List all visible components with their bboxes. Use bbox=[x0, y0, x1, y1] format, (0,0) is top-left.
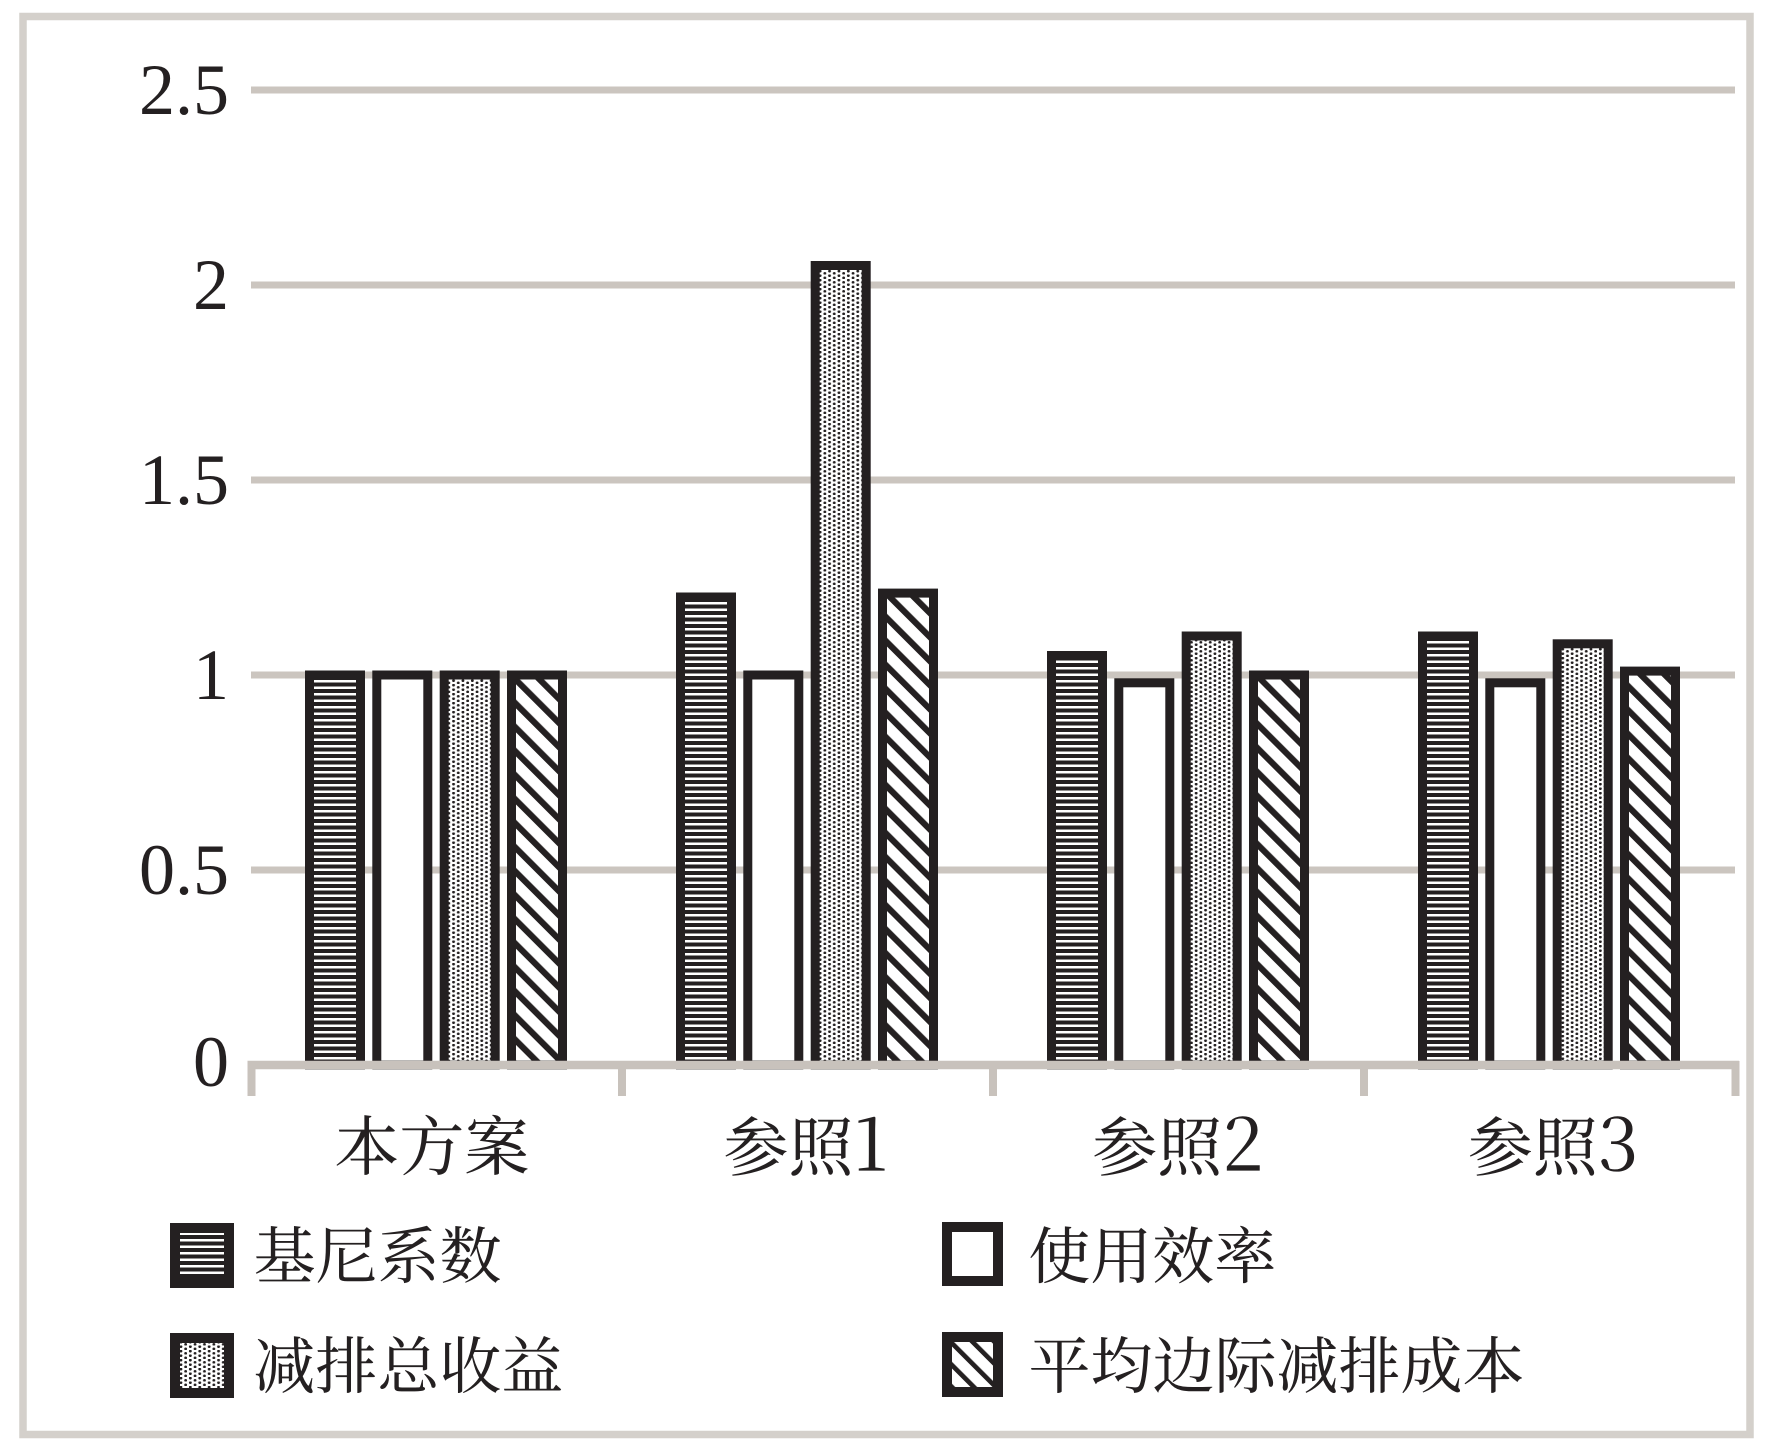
svg-text:2: 2 bbox=[193, 245, 229, 325]
svg-text:1.5: 1.5 bbox=[139, 440, 229, 520]
svg-text:0: 0 bbox=[193, 1022, 229, 1102]
svg-text:2.5: 2.5 bbox=[139, 50, 229, 130]
svg-text:0.5: 0.5 bbox=[139, 830, 229, 910]
svg-text:1: 1 bbox=[193, 635, 229, 715]
